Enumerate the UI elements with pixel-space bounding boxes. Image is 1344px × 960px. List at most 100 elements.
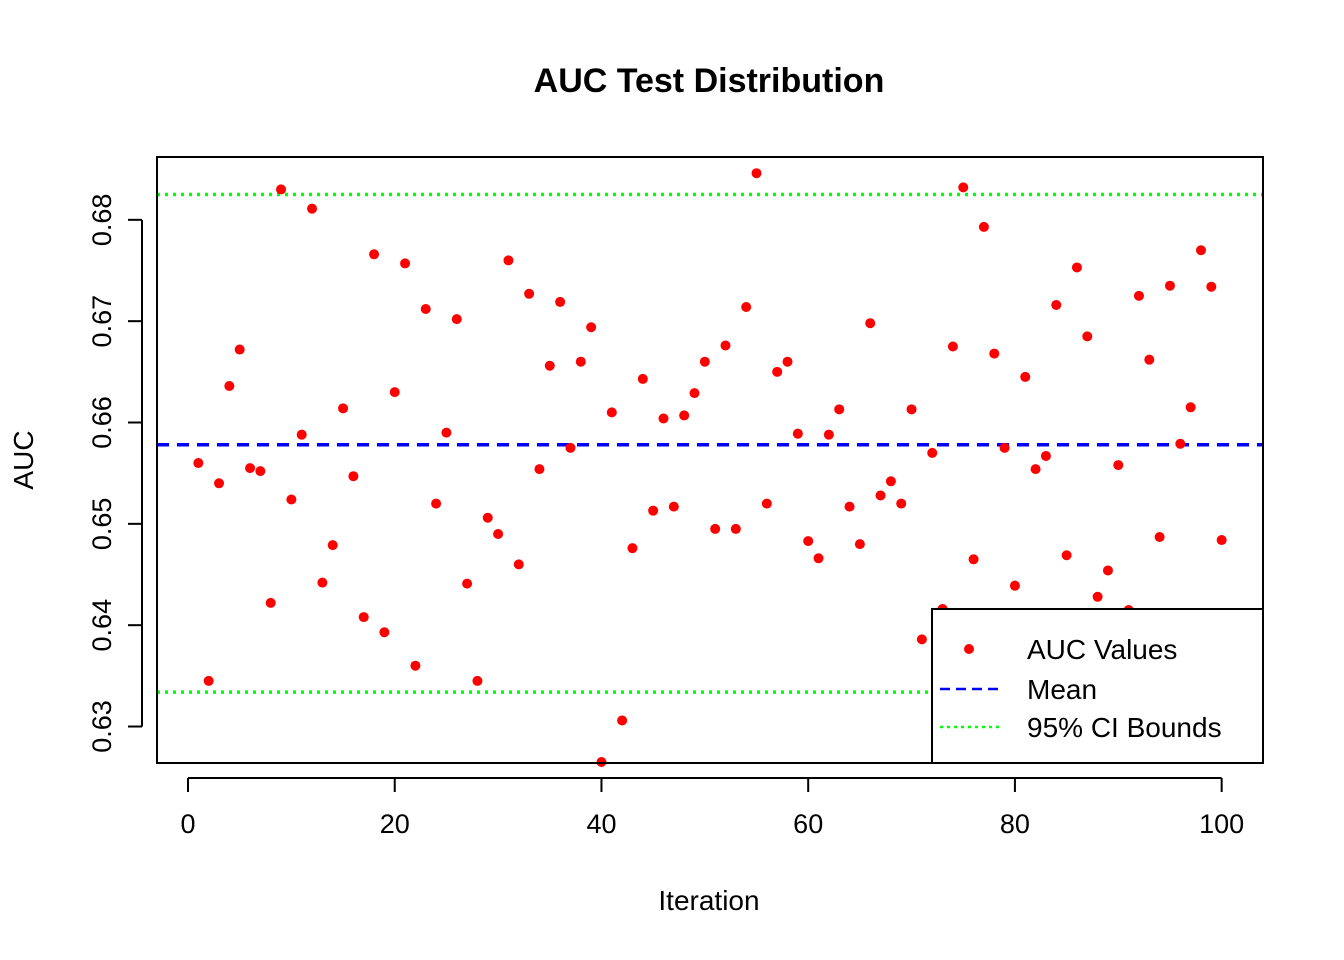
x-tick-label: 100 [1199,809,1244,839]
data-point [679,410,690,421]
data-point [947,341,958,352]
data-point [565,442,576,453]
data-point [544,360,555,371]
data-point [689,388,700,399]
data-point [203,675,214,686]
data-point [730,523,741,534]
data-point [1082,331,1093,342]
data-point [493,528,504,539]
data-point [348,471,359,482]
legend-label: Mean [1027,674,1097,705]
data-point [699,356,710,367]
data-point [410,660,421,671]
x-tick-label: 20 [380,809,410,839]
data-point [358,612,369,623]
legend-box [931,608,1264,764]
data-point [586,322,597,333]
data-point [617,715,628,726]
data-point [296,429,307,440]
data-point [555,296,566,307]
y-tick-label: 0.66 [87,396,117,449]
x-axis: 0 20 40 60 80 100 [180,777,1244,839]
data-point [379,627,390,638]
x-axis-label: Iteration [658,885,759,916]
legend-item-mean: Mean [940,674,1097,705]
data-point [1040,450,1051,461]
data-point [896,498,907,509]
data-point [772,366,783,377]
data-point [854,539,865,550]
data-point [813,553,824,564]
data-point [1133,290,1144,301]
x-tick-label: 60 [793,809,823,839]
data-point [648,505,659,516]
data-point [751,168,762,179]
x-tick-label: 40 [586,809,616,839]
data-point [338,403,349,414]
data-point [1185,402,1196,413]
data-point [234,344,245,355]
data-point [761,498,772,509]
data-point [575,356,586,367]
data-point [327,540,338,551]
data-point [1195,245,1206,256]
data-point [627,543,638,554]
y-tick-label: 0.65 [87,498,117,551]
data-point [193,458,204,469]
x-tick-label: 80 [1000,809,1030,839]
data-point [400,258,411,269]
data-point [1164,280,1175,291]
data-point [276,184,287,195]
data-point [286,494,297,505]
data-point [658,413,669,424]
data-point [431,498,442,509]
data-point [637,373,648,384]
y-tick-label: 0.67 [87,295,117,348]
x-tick-label: 0 [180,809,195,839]
data-point [1061,550,1072,561]
data-point [803,536,814,547]
data-point [1092,591,1103,602]
plot-frame [156,156,1264,764]
data-point [451,314,462,325]
data-point [317,577,328,588]
data-point [958,182,969,193]
legend-item-ci-bounds: 95% CI Bounds [940,712,1222,743]
data-point [1102,565,1113,576]
data-point [255,466,266,477]
y-tick-label: 0.64 [87,599,117,652]
data-point [224,381,235,392]
chart-title: AUC Test Distribution [534,62,885,100]
legend: AUC Values Mean 95% CI Bounds [931,608,1264,764]
data-point [1154,532,1165,543]
data-point [472,675,483,686]
y-axis: 0.63 0.64 0.65 0.66 0.67 0.68 [87,194,143,753]
data-point [606,407,617,418]
data-point [1175,438,1186,449]
data-point [875,490,886,501]
data-point [534,464,545,475]
data-point [834,404,845,415]
data-point [1020,371,1031,382]
data-point [1113,460,1124,471]
data-point [741,301,752,312]
data-point [927,447,938,458]
data-point [389,387,400,398]
data-point [782,356,793,367]
legend-label: 95% CI Bounds [1027,712,1222,743]
data-point [214,478,225,489]
data-point [668,501,679,512]
data-point [524,288,535,299]
data-point [369,249,380,260]
y-tick-label: 0.63 [87,700,117,753]
data-point [265,597,276,608]
data-point [1206,281,1217,292]
data-point [1030,464,1041,475]
data-point [1009,580,1020,591]
data-point [844,501,855,512]
data-point [596,756,607,767]
data-point [513,559,524,570]
data-point [1144,354,1155,365]
data-point [503,255,514,266]
